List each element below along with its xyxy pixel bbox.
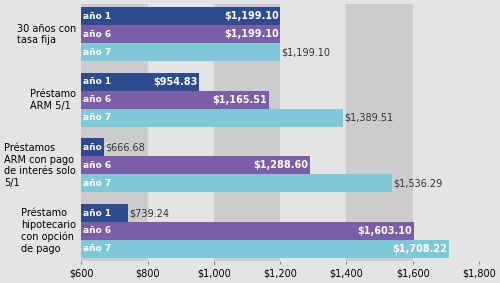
Bar bbox=[82, 174, 392, 192]
Text: $1,536.29: $1,536.29 bbox=[393, 179, 442, 188]
Bar bbox=[214, 4, 280, 261]
Bar bbox=[346, 4, 412, 261]
Text: $1,389.51: $1,389.51 bbox=[344, 113, 394, 123]
Text: año 6: año 6 bbox=[83, 95, 111, 104]
Text: $1,603.10: $1,603.10 bbox=[358, 226, 412, 236]
Bar bbox=[82, 240, 448, 258]
Text: año 6: año 6 bbox=[83, 161, 111, 170]
Text: $739.24: $739.24 bbox=[129, 208, 169, 218]
Text: año 6: año 6 bbox=[83, 226, 111, 235]
Text: año 7: año 7 bbox=[83, 48, 111, 57]
Text: $1,288.60: $1,288.60 bbox=[253, 160, 308, 170]
Text: año 7: año 7 bbox=[83, 113, 111, 123]
Text: año 1: año 1 bbox=[83, 12, 111, 21]
Bar bbox=[82, 43, 280, 61]
Bar bbox=[82, 138, 104, 156]
Text: año 7: año 7 bbox=[83, 179, 111, 188]
Text: año 1: año 1 bbox=[83, 143, 111, 152]
Bar bbox=[82, 73, 199, 91]
Bar bbox=[412, 4, 479, 261]
Text: año 7: año 7 bbox=[83, 245, 111, 254]
Bar bbox=[280, 4, 346, 261]
Text: año 1: año 1 bbox=[83, 78, 111, 86]
Bar bbox=[82, 156, 310, 174]
Text: año 1: año 1 bbox=[83, 209, 111, 218]
Bar bbox=[82, 4, 148, 261]
Bar bbox=[148, 4, 214, 261]
Text: año 6: año 6 bbox=[83, 30, 111, 39]
Bar bbox=[82, 91, 269, 109]
Bar bbox=[82, 109, 343, 127]
Bar bbox=[82, 7, 280, 25]
Text: $666.68: $666.68 bbox=[105, 142, 144, 153]
Bar bbox=[82, 204, 128, 222]
Text: $1,708.22: $1,708.22 bbox=[392, 244, 447, 254]
Text: $1,199.10: $1,199.10 bbox=[281, 47, 330, 57]
Text: $954.83: $954.83 bbox=[154, 77, 198, 87]
Bar bbox=[82, 222, 413, 240]
Text: $1,199.10: $1,199.10 bbox=[224, 29, 278, 39]
Text: $1,165.51: $1,165.51 bbox=[212, 95, 268, 105]
Bar bbox=[82, 25, 280, 43]
Text: $1,199.10: $1,199.10 bbox=[224, 11, 278, 22]
